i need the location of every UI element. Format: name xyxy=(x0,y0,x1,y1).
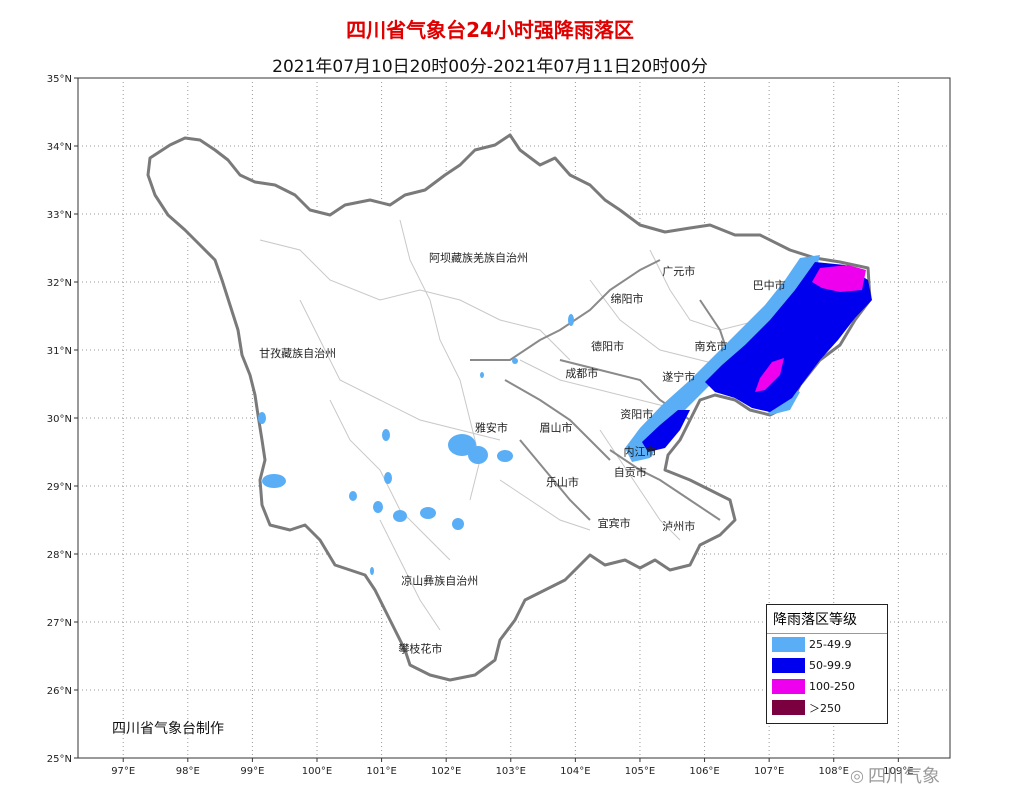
region-label: 宜宾市 xyxy=(598,516,631,530)
rain-blob xyxy=(262,474,286,488)
region-label: 乐山市 xyxy=(546,475,579,489)
longitude-tick-label: 105°E xyxy=(625,766,655,777)
legend-swatch xyxy=(772,658,805,673)
region-label: 泸州市 xyxy=(662,519,695,533)
legend-item: ＞250 xyxy=(767,697,887,718)
rain-area-magenta-north xyxy=(812,265,866,292)
rain-blob xyxy=(480,372,484,378)
legend-title: 降雨落区等级 xyxy=(767,605,887,634)
region-label: 广元市 xyxy=(662,264,695,278)
latitude-tick-label: 31°N xyxy=(47,346,72,357)
legend-item: 50-99.9 xyxy=(767,655,887,676)
latitude-tick-label: 35°N xyxy=(47,74,72,85)
longitude-tick-label: 97°E xyxy=(111,766,135,777)
region-label: 自贡市 xyxy=(614,465,647,479)
longitude-tick-label: 109°E xyxy=(883,766,913,777)
longitude-tick-label: 98°E xyxy=(176,766,200,777)
rain-blob xyxy=(420,507,436,519)
longitude-tick-label: 99°E xyxy=(240,766,264,777)
latitude-tick-label: 34°N xyxy=(47,142,72,153)
region-label: 成都市 xyxy=(565,366,598,380)
legend-swatch xyxy=(772,679,805,694)
rain-blob xyxy=(373,501,383,513)
axis-ticks: 97°E 98°E 99°E 100°E 101°E 102°E 103°E 104°E 105… xyxy=(47,74,914,777)
map-subtitle: 2021年07月10日20时00分-2021年07月11日20时00分 xyxy=(272,57,708,77)
region-label: 遂宁市 xyxy=(662,370,695,384)
rain-blob xyxy=(384,472,392,484)
rain-blob xyxy=(568,314,574,326)
watermark-text: 四川气象 xyxy=(867,766,940,787)
latitude-tick-label: 30°N xyxy=(47,414,72,425)
legend-label: 25-49.9 xyxy=(809,638,852,651)
watermark: ◎ 四川气象 xyxy=(850,762,940,788)
region-label: 甘孜藏族自治州 xyxy=(259,346,336,360)
rain-blob xyxy=(497,450,513,462)
rain-blob xyxy=(382,429,390,441)
latitude-tick-label: 32°N xyxy=(47,278,72,289)
legend-label: 50-99.9 xyxy=(809,659,852,672)
rain-blob xyxy=(258,412,266,424)
rain-area-blue-main xyxy=(705,262,872,412)
legend-item: 25-49.9 xyxy=(767,634,887,655)
longitude-tick-label: 103°E xyxy=(496,766,526,777)
longitude-tick-label: 100°E xyxy=(302,766,332,777)
longitude-tick-label: 102°E xyxy=(431,766,461,777)
rain-blob xyxy=(448,434,476,456)
rain-blob xyxy=(452,518,464,530)
rain-blob xyxy=(393,510,407,522)
region-label: 资阳市 xyxy=(620,407,653,421)
map-title: 四川省气象台24小时强降雨落区 xyxy=(346,18,634,42)
region-label: 眉山市 xyxy=(539,421,572,435)
longitude-tick-label: 108°E xyxy=(819,766,849,777)
legend-label: 100-250 xyxy=(809,680,855,693)
region-label: 绵阳市 xyxy=(611,291,644,305)
region-label: 内江市 xyxy=(623,444,656,458)
region-label: 雅安市 xyxy=(475,421,508,435)
latitude-tick-label: 33°N xyxy=(47,210,72,221)
rain-areas xyxy=(258,255,872,575)
longitude-tick-label: 106°E xyxy=(689,766,719,777)
latitude-tick-label: 29°N xyxy=(47,482,72,493)
legend: 降雨落区等级 25-49.9 50-99.9 100-250 ＞250 xyxy=(766,604,888,724)
latitude-tick-label: 26°N xyxy=(47,686,72,697)
region-label: 阿坝藏族羌族自治州 xyxy=(429,251,528,265)
longitude-tick-label: 107°E xyxy=(754,766,784,777)
region-label: 德阳市 xyxy=(591,339,624,353)
latitude-tick-label: 27°N xyxy=(47,618,72,629)
legend-swatch xyxy=(772,700,805,715)
rain-blob xyxy=(512,358,518,364)
region-label: 巴中市 xyxy=(753,278,786,292)
longitude-tick-label: 101°E xyxy=(366,766,396,777)
longitude-tick-label: 104°E xyxy=(560,766,590,777)
weibo-icon: ◎ xyxy=(850,765,864,785)
rain-area-light-blue-band xyxy=(625,255,820,462)
legend-item: 100-250 xyxy=(767,676,887,697)
legend-swatch xyxy=(772,637,805,652)
rain-blob xyxy=(370,567,374,575)
rain-area-magenta-south xyxy=(755,358,784,392)
rain-area-blue-south xyxy=(642,410,690,452)
rain-blob xyxy=(349,491,357,501)
producer-credit: 四川省气象台制作 xyxy=(112,721,224,737)
legend-label: ＞250 xyxy=(809,701,841,715)
region-label: 南充市 xyxy=(695,339,728,353)
province-boundary xyxy=(146,133,872,682)
region-label: 凉山彝族自治州 xyxy=(401,574,478,588)
region-label: 攀枝花市 xyxy=(398,642,442,656)
latitude-tick-label: 28°N xyxy=(47,550,72,561)
rain-blob xyxy=(468,446,488,464)
latitude-tick-label: 25°N xyxy=(47,754,72,765)
